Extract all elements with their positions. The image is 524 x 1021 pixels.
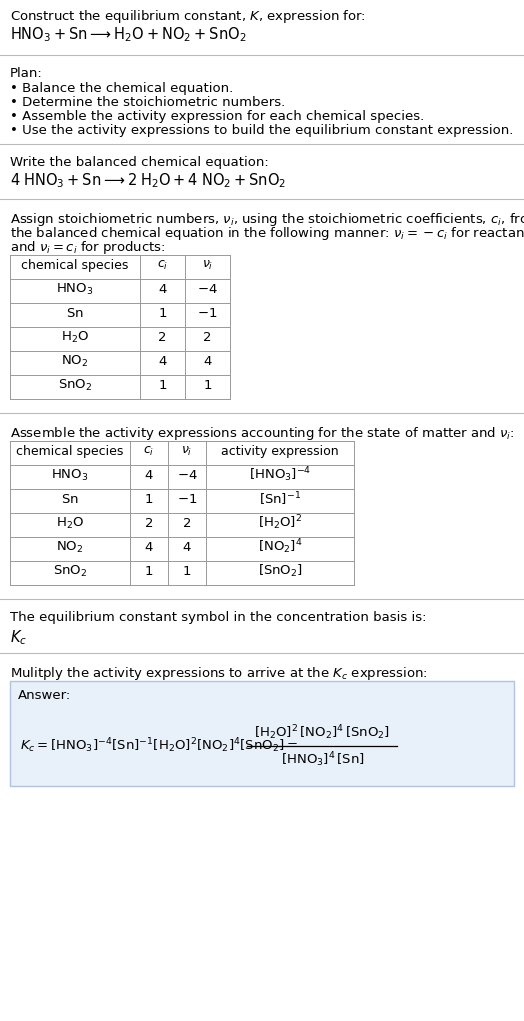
Text: 1: 1: [145, 492, 153, 505]
Text: $K_c$: $K_c$: [10, 628, 27, 646]
Text: $\mathrm{HNO_3 + Sn} \longrightarrow \mathrm{H_2O + NO_2 + SnO_2}$: $\mathrm{HNO_3 + Sn} \longrightarrow \ma…: [10, 25, 246, 44]
Text: the balanced chemical equation in the following manner: $\nu_i = -c_i$ for react: the balanced chemical equation in the fo…: [10, 225, 524, 242]
Text: $\mathrm{SnO_2}$: $\mathrm{SnO_2}$: [58, 378, 92, 393]
Text: $\mathrm{NO_2}$: $\mathrm{NO_2}$: [56, 539, 84, 554]
Text: $\mathrm{H_2O}$: $\mathrm{H_2O}$: [56, 516, 84, 531]
Text: $\mathrm{Sn}$: $\mathrm{Sn}$: [66, 306, 84, 320]
Text: $\mathrm{NO_2}$: $\mathrm{NO_2}$: [61, 353, 89, 369]
Text: Plan:: Plan:: [10, 67, 43, 80]
Text: $[\mathrm{Sn}]^{-1}$: $[\mathrm{Sn}]^{-1}$: [259, 490, 301, 507]
Text: $-4$: $-4$: [197, 283, 218, 296]
Text: 4: 4: [183, 540, 191, 553]
Text: • Determine the stoichiometric numbers.: • Determine the stoichiometric numbers.: [10, 96, 285, 109]
Text: 4: 4: [158, 283, 167, 296]
Text: $\nu_i$: $\nu_i$: [202, 258, 213, 272]
Text: 1: 1: [145, 565, 153, 578]
Text: Construct the equilibrium constant, $K$, expression for:: Construct the equilibrium constant, $K$,…: [10, 8, 366, 25]
Text: $-1$: $-1$: [198, 306, 217, 320]
Text: chemical species: chemical species: [21, 258, 129, 272]
Text: 2: 2: [183, 517, 191, 530]
Text: $c_i$: $c_i$: [157, 258, 168, 272]
Text: $\nu_i$: $\nu_i$: [181, 444, 193, 457]
Text: $[\mathrm{HNO_3}]^4 \, [\mathrm{Sn}]$: $[\mathrm{HNO_3}]^4 \, [\mathrm{Sn}]$: [281, 750, 364, 770]
Text: Assemble the activity expressions accounting for the state of matter and $\nu_i$: Assemble the activity expressions accoun…: [10, 425, 515, 442]
Text: 4: 4: [145, 469, 153, 482]
Text: 4: 4: [145, 540, 153, 553]
Text: 1: 1: [158, 306, 167, 320]
Text: $\mathrm{SnO_2}$: $\mathrm{SnO_2}$: [53, 564, 87, 579]
Text: $\mathrm{4\;HNO_3 + Sn} \longrightarrow \mathrm{2\;H_2O + 4\;NO_2 + SnO_2}$: $\mathrm{4\;HNO_3 + Sn} \longrightarrow …: [10, 171, 286, 190]
Text: $[\mathrm{NO_2}]^4$: $[\mathrm{NO_2}]^4$: [258, 538, 302, 556]
Text: $[\mathrm{H_2O}]^2 \, [\mathrm{NO_2}]^4 \, [\mathrm{SnO_2}]$: $[\mathrm{H_2O}]^2 \, [\mathrm{NO_2}]^4 …: [255, 724, 390, 742]
Text: Mulitply the activity expressions to arrive at the $K_c$ expression:: Mulitply the activity expressions to arr…: [10, 665, 428, 682]
Text: Answer:: Answer:: [18, 689, 71, 702]
Text: $\mathrm{HNO_3}$: $\mathrm{HNO_3}$: [56, 282, 94, 297]
Text: $[\mathrm{HNO_3}]^{-4}$: $[\mathrm{HNO_3}]^{-4}$: [249, 466, 311, 484]
Text: Write the balanced chemical equation:: Write the balanced chemical equation:: [10, 156, 269, 169]
Text: 1: 1: [183, 565, 191, 578]
Text: • Balance the chemical equation.: • Balance the chemical equation.: [10, 82, 233, 95]
Text: $K_c = [\mathrm{HNO_3}]^{-4} [\mathrm{Sn}]^{-1} [\mathrm{H_2O}]^2 [\mathrm{NO_2}: $K_c = [\mathrm{HNO_3}]^{-4} [\mathrm{Sn…: [20, 737, 298, 756]
Text: The equilibrium constant symbol in the concentration basis is:: The equilibrium constant symbol in the c…: [10, 611, 427, 624]
Text: $[\mathrm{H_2O}]^2$: $[\mathrm{H_2O}]^2$: [258, 514, 302, 532]
Text: 2: 2: [145, 517, 153, 530]
Text: $c_i$: $c_i$: [144, 444, 155, 457]
Text: • Assemble the activity expression for each chemical species.: • Assemble the activity expression for e…: [10, 110, 424, 123]
Text: $[\mathrm{SnO_2}]$: $[\mathrm{SnO_2}]$: [258, 563, 302, 579]
Text: and $\nu_i = c_i$ for products:: and $\nu_i = c_i$ for products:: [10, 239, 166, 256]
Text: 1: 1: [203, 379, 212, 392]
FancyBboxPatch shape: [10, 681, 514, 786]
Text: 2: 2: [158, 331, 167, 344]
Text: 2: 2: [203, 331, 212, 344]
Text: $\mathrm{HNO_3}$: $\mathrm{HNO_3}$: [51, 468, 89, 483]
Text: $-4$: $-4$: [177, 469, 198, 482]
Text: 4: 4: [203, 354, 212, 368]
Text: • Use the activity expressions to build the equilibrium constant expression.: • Use the activity expressions to build …: [10, 124, 514, 137]
Text: Assign stoichiometric numbers, $\nu_i$, using the stoichiometric coefficients, $: Assign stoichiometric numbers, $\nu_i$, …: [10, 211, 524, 228]
Text: 4: 4: [158, 354, 167, 368]
Text: $\mathrm{H_2O}$: $\mathrm{H_2O}$: [61, 330, 89, 345]
Text: 1: 1: [158, 379, 167, 392]
Text: activity expression: activity expression: [221, 444, 339, 457]
Text: $-1$: $-1$: [177, 492, 197, 505]
Text: chemical species: chemical species: [16, 444, 124, 457]
Text: $\mathrm{Sn}$: $\mathrm{Sn}$: [61, 492, 79, 505]
